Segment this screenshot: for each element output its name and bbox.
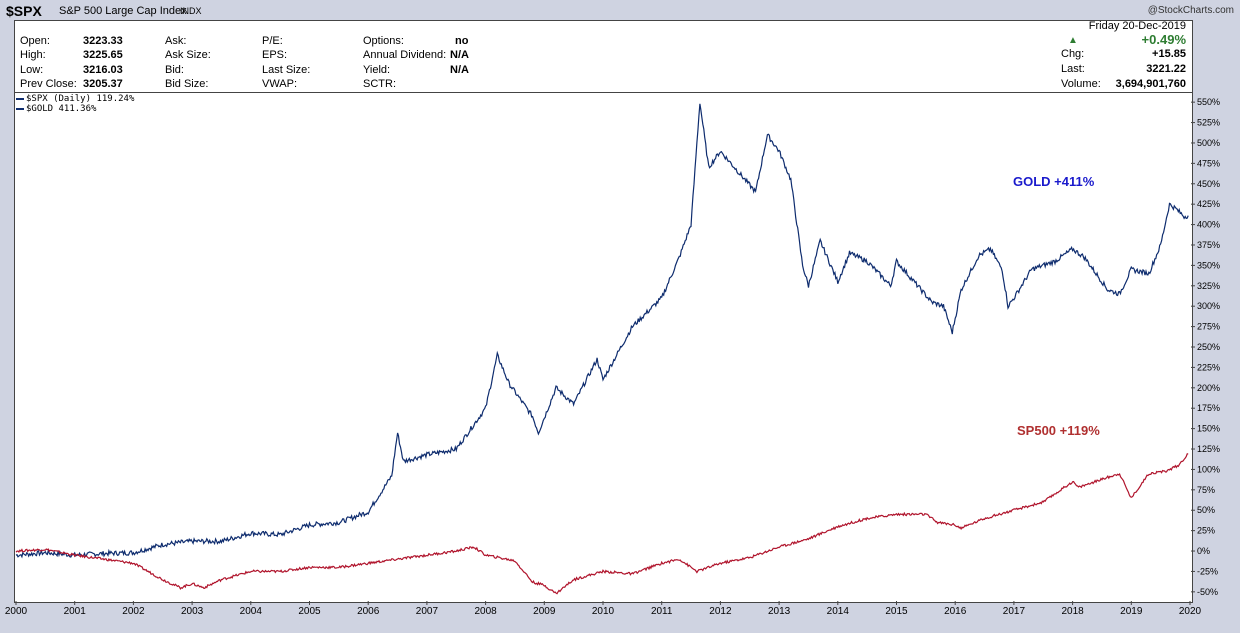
quote-label: Chg: — [1061, 48, 1085, 60]
y-tick-label: 375% — [1197, 240, 1220, 250]
x-tick-label: 2014 — [827, 606, 850, 617]
y-tick-label: 175% — [1197, 403, 1220, 413]
y-tick-label: 275% — [1197, 322, 1220, 332]
y-tick-label: -25% — [1197, 566, 1218, 576]
quote-label: SCTR: — [363, 78, 396, 90]
legend-label-gold: $GOLD 411.36% — [26, 104, 97, 114]
y-tick-label: 525% — [1197, 118, 1220, 128]
quote-label: High: — [20, 49, 46, 61]
x-tick-label: 2000 — [5, 606, 28, 617]
x-tick-label: 2017 — [1003, 606, 1026, 617]
y-tick-label: -50% — [1197, 587, 1218, 597]
x-tick-label: 2009 — [533, 606, 556, 617]
y-tick-label: 25% — [1197, 526, 1215, 536]
up-arrow-icon: ▲ — [1068, 35, 1078, 46]
chart-legend: $SPX (Daily) 119.24% $GOLD 411.36% — [16, 94, 134, 114]
x-tick-label: 2004 — [240, 606, 263, 617]
series-line-spx — [15, 453, 1189, 595]
y-tick-label: 100% — [1197, 464, 1220, 474]
y-tick-label: 75% — [1197, 485, 1215, 495]
change-percent: +0.49% — [1141, 32, 1186, 47]
y-tick-label: 150% — [1197, 424, 1220, 434]
quote-value: 3,694,901,760 — [1115, 78, 1186, 90]
quote-panel: Open: 3223.33 Ask: P/E: Options: no Chg:… — [14, 20, 1193, 93]
quote-label: Last: — [1061, 63, 1085, 75]
quote-label: Annual Dividend: — [363, 49, 447, 61]
quote-label: Yield: — [363, 64, 391, 76]
quote-label: Bid Size: — [165, 78, 209, 90]
x-tick-label: 2005 — [298, 606, 321, 617]
y-tick-label: 425% — [1197, 199, 1220, 209]
legend-item-spx: $SPX (Daily) 119.24% — [16, 94, 134, 104]
quote-label: Ask Size: — [165, 49, 211, 61]
x-tick-label: 2015 — [885, 606, 908, 617]
quote-label: Options: — [363, 35, 404, 47]
x-tick-label: 2008 — [474, 606, 497, 617]
y-tick-label: 500% — [1197, 138, 1220, 148]
y-tick-label: 325% — [1197, 281, 1220, 291]
y-tick-label: 0% — [1197, 546, 1210, 556]
quote-value: 3205.37 — [83, 78, 123, 90]
chart-header: $SPX S&P 500 Large Cap Index INDX @Stock… — [0, 0, 1240, 20]
y-tick-label: 475% — [1197, 158, 1220, 168]
legend-swatch — [16, 97, 24, 100]
gold-annotation: GOLD +411% — [1013, 174, 1095, 189]
y-tick-label: 250% — [1197, 342, 1220, 352]
x-tick-label: 2010 — [592, 606, 615, 617]
x-tick-label: 2016 — [944, 606, 967, 617]
x-tick-label: 2007 — [416, 606, 439, 617]
quote-value: N/A — [450, 64, 469, 76]
quote-label: Last Size: — [262, 64, 311, 76]
symbol-name: S&P 500 Large Cap Index — [59, 5, 187, 17]
x-tick-label: 2001 — [64, 606, 87, 617]
y-tick-label: 125% — [1197, 444, 1220, 454]
quote-value: 3221.22 — [1146, 63, 1186, 75]
plot-area — [14, 92, 1193, 603]
quote-value: no — [455, 35, 469, 47]
y-tick-label: 50% — [1197, 505, 1215, 515]
x-tick-label: 2012 — [709, 606, 732, 617]
stockcharts-credit[interactable]: @StockCharts.com — [1147, 5, 1234, 16]
spx-annotation: SP500 +119% — [1017, 423, 1100, 438]
y-tick-label: 350% — [1197, 260, 1220, 270]
series-line-gold — [15, 103, 1189, 559]
quote-label: Prev Close: — [20, 78, 77, 90]
x-tick-label: 2002 — [122, 606, 145, 617]
y-tick-label: 200% — [1197, 383, 1220, 393]
x-tick-label: 2020 — [1179, 606, 1202, 617]
x-tick-label: 2018 — [1061, 606, 1084, 617]
x-tick-label: 2003 — [181, 606, 204, 617]
y-tick-label: 550% — [1197, 97, 1220, 107]
y-tick-label: 400% — [1197, 220, 1220, 230]
quote-label: EPS: — [262, 49, 288, 61]
quote-date: Friday 20-Dec-2019 — [1088, 20, 1186, 32]
quote-label: Ask: — [165, 35, 187, 47]
quote-value: +15.85 — [1152, 48, 1186, 60]
symbol-title: $SPX — [6, 3, 42, 19]
legend-swatch — [16, 107, 24, 110]
legend-item-gold: $GOLD 411.36% — [16, 104, 134, 114]
quote-label: VWAP: — [262, 78, 298, 90]
quote-value: 3223.33 — [83, 35, 123, 47]
quote-value: N/A — [450, 49, 469, 61]
y-tick-label: 300% — [1197, 301, 1220, 311]
quote-label: Open: — [20, 35, 50, 47]
quote-label: Volume: — [1061, 78, 1101, 90]
y-tick-label: 450% — [1197, 179, 1220, 189]
legend-label-spx: $SPX (Daily) 119.24% — [26, 94, 135, 104]
quote-label: Low: — [20, 64, 44, 76]
x-tick-label: 2011 — [651, 606, 673, 617]
quote-label: Bid: — [165, 64, 184, 76]
exchange-label: INDX — [180, 6, 202, 16]
quote-label: P/E: — [262, 35, 283, 47]
y-tick-label: 225% — [1197, 362, 1220, 372]
x-tick-label: 2006 — [357, 606, 380, 617]
x-tick-label: 2019 — [1120, 606, 1143, 617]
quote-value: 3225.65 — [83, 49, 123, 61]
quote-value: 3216.03 — [83, 64, 123, 76]
x-tick-label: 2013 — [768, 606, 791, 617]
